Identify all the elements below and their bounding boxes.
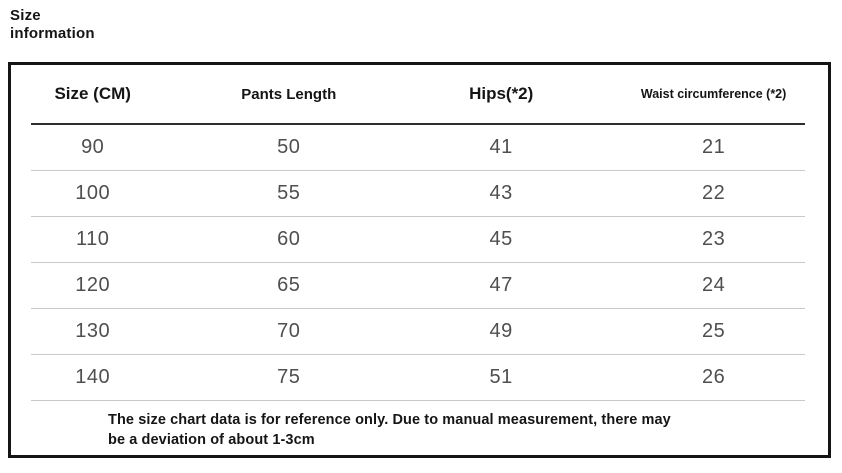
table-cell: 26 xyxy=(701,366,726,388)
table-cell: 65 xyxy=(277,274,301,296)
table-row: 110 60 45 23 xyxy=(11,217,828,262)
table-cell: 75 xyxy=(277,366,301,388)
page-title-line: information xyxy=(10,25,95,42)
table-cell: 70 xyxy=(277,320,301,342)
table-cell: 25 xyxy=(701,320,726,342)
table-cell: 51 xyxy=(489,366,513,388)
row-divider xyxy=(31,170,805,171)
table-cell: 41 xyxy=(489,136,513,158)
table-row: 120 65 47 24 xyxy=(11,263,828,308)
table-cell: 140 xyxy=(75,366,111,388)
row-divider xyxy=(31,308,805,309)
table-cell: 110 xyxy=(76,228,110,250)
table-cell: 22 xyxy=(701,182,726,204)
table-cell: 47 xyxy=(489,274,513,296)
table-cell: 45 xyxy=(489,228,513,250)
header-cell-hips: Hips(*2) xyxy=(469,84,534,103)
table-cell: 24 xyxy=(701,274,726,296)
table-cell: 49 xyxy=(489,320,513,342)
note-line: be a deviation of about 1-3cm xyxy=(108,432,315,448)
table-cell: 21 xyxy=(701,136,726,158)
header-cell-pants-length: Pants Length xyxy=(241,85,337,103)
row-divider xyxy=(31,354,805,355)
row-divider xyxy=(31,262,805,263)
header-cell-waist-circumference: Waist circumference (*2) xyxy=(640,87,787,101)
table-cell: 90 xyxy=(81,136,105,158)
row-divider xyxy=(31,400,805,401)
table-cell: 100 xyxy=(75,182,111,204)
table-row: 130 70 49 25 xyxy=(11,309,828,354)
table-cell: 50 xyxy=(277,136,301,158)
note-line: The size chart data is for reference onl… xyxy=(108,412,671,428)
table-cell: 120 xyxy=(75,274,111,296)
table-cell: 43 xyxy=(489,182,513,204)
header-divider xyxy=(31,123,805,125)
page-title-line: Size xyxy=(10,7,41,24)
size-table: Size (CM) Pants Length Hips(*2) Waist ci… xyxy=(8,62,831,458)
table-row: 100 55 43 22 xyxy=(11,171,828,216)
row-divider xyxy=(31,216,805,217)
page-title: Size information xyxy=(10,7,95,43)
table-cell: 60 xyxy=(277,228,301,250)
table-header-row: Size (CM) Pants Length Hips(*2) Waist ci… xyxy=(11,65,828,123)
table-cell: 23 xyxy=(701,228,726,250)
table-note: The size chart data is for reference onl… xyxy=(11,401,828,450)
header-cell-size: Size (CM) xyxy=(54,84,131,103)
table-row: 90 50 41 21 xyxy=(11,125,828,170)
table-body: 90 50 41 21 100 55 43 22 110 60 45 23 120 65 47 24 130 70… xyxy=(11,125,828,401)
table-cell: 130 xyxy=(75,320,111,342)
table-cell: 55 xyxy=(277,182,301,204)
table-row: 140 75 51 26 xyxy=(11,355,828,400)
